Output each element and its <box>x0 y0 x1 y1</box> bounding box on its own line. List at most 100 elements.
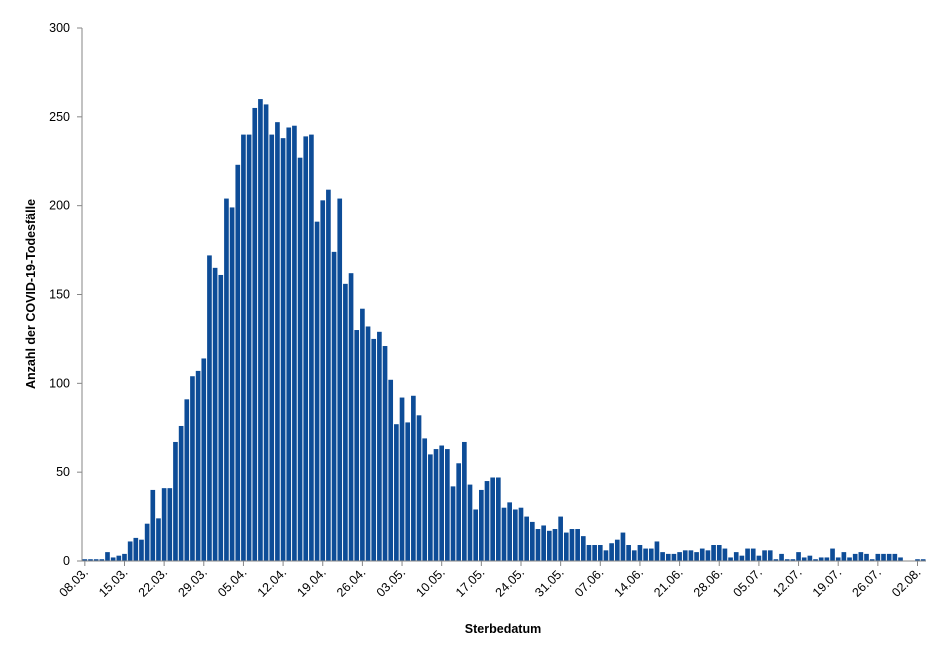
bar <box>190 376 195 561</box>
x-tick-label: 24.05. <box>493 565 527 599</box>
bar <box>881 553 886 561</box>
bar <box>739 555 745 561</box>
bar <box>790 559 796 561</box>
bar <box>637 545 643 561</box>
bar <box>411 395 416 561</box>
bar <box>212 267 218 561</box>
bar <box>603 550 609 561</box>
bar <box>456 463 462 561</box>
bar <box>496 477 501 561</box>
x-tick-label: 19.04. <box>294 565 328 599</box>
y-tick-label: 50 <box>56 465 70 479</box>
bar <box>354 330 360 561</box>
bar <box>541 525 546 561</box>
bar <box>280 138 286 561</box>
bar <box>779 553 784 561</box>
x-tick-label: 10.05. <box>413 565 447 599</box>
bar <box>631 550 637 561</box>
bar <box>467 484 473 561</box>
bar <box>258 99 263 561</box>
bar <box>348 273 354 561</box>
bar <box>331 251 337 562</box>
bar <box>558 516 563 561</box>
bar <box>807 555 813 561</box>
bar <box>479 489 484 561</box>
bar <box>773 559 779 561</box>
bar <box>377 331 382 561</box>
bar <box>88 559 93 561</box>
bar <box>813 559 818 561</box>
bar <box>439 445 445 561</box>
bar <box>915 559 920 561</box>
x-axis-title: Sterbedatum <box>465 622 541 636</box>
bar <box>892 553 898 561</box>
bar <box>682 550 688 561</box>
bar <box>263 104 269 562</box>
bar <box>733 552 739 561</box>
bar <box>546 530 552 561</box>
bar <box>309 134 314 561</box>
bar <box>518 507 524 561</box>
bar <box>614 539 620 561</box>
x-tick-label: 08.03. <box>56 565 90 599</box>
bar <box>167 488 173 561</box>
bar <box>767 550 773 561</box>
bar <box>722 548 728 561</box>
bar <box>462 441 467 561</box>
bar <box>122 553 127 561</box>
y-tick-label: 300 <box>49 21 70 35</box>
bar <box>297 157 303 561</box>
bar <box>428 454 433 561</box>
bar <box>241 134 246 561</box>
y-tick-label: 250 <box>49 110 70 124</box>
bar <box>292 125 297 561</box>
bar <box>246 134 252 561</box>
bar <box>694 552 699 561</box>
bar <box>388 379 394 561</box>
bar <box>110 557 116 561</box>
bar <box>818 557 824 561</box>
x-tick-label: 19.07. <box>810 565 844 599</box>
bar <box>620 532 626 561</box>
x-tick-label: 12.07. <box>770 565 804 599</box>
bar <box>365 326 371 561</box>
bar <box>405 422 411 561</box>
x-tick-label: 15.03. <box>96 565 130 599</box>
y-tick-label: 0 <box>63 554 70 568</box>
bar <box>728 557 733 561</box>
bar <box>275 122 280 561</box>
bar <box>156 518 161 561</box>
y-axis-title: Anzahl der COVID-19-Todesfälle <box>24 199 38 389</box>
bar <box>552 529 558 561</box>
bar <box>841 552 847 561</box>
bar <box>484 481 490 561</box>
bar <box>501 507 507 561</box>
bar <box>445 449 450 561</box>
bar <box>360 308 365 561</box>
bar <box>184 399 190 561</box>
bar <box>314 221 320 561</box>
y-tick-label: 100 <box>49 376 70 390</box>
bar <box>286 127 292 562</box>
bar <box>116 555 122 561</box>
bar <box>699 548 705 561</box>
bar <box>337 198 343 561</box>
x-tick-label: 07.06. <box>572 565 606 599</box>
bar <box>665 553 671 561</box>
bar <box>648 548 654 561</box>
bar <box>920 559 926 561</box>
bar <box>161 488 167 561</box>
bar <box>139 539 144 561</box>
x-tick-label: 05.04. <box>215 565 249 599</box>
bar <box>762 550 767 561</box>
bar <box>875 553 881 561</box>
bar <box>671 553 677 561</box>
bar <box>178 425 184 561</box>
bar <box>852 553 858 561</box>
bar <box>326 189 331 561</box>
bar <box>507 502 512 561</box>
x-tick-label: 03.05. <box>374 565 408 599</box>
bar <box>563 532 569 561</box>
bar <box>586 545 592 561</box>
